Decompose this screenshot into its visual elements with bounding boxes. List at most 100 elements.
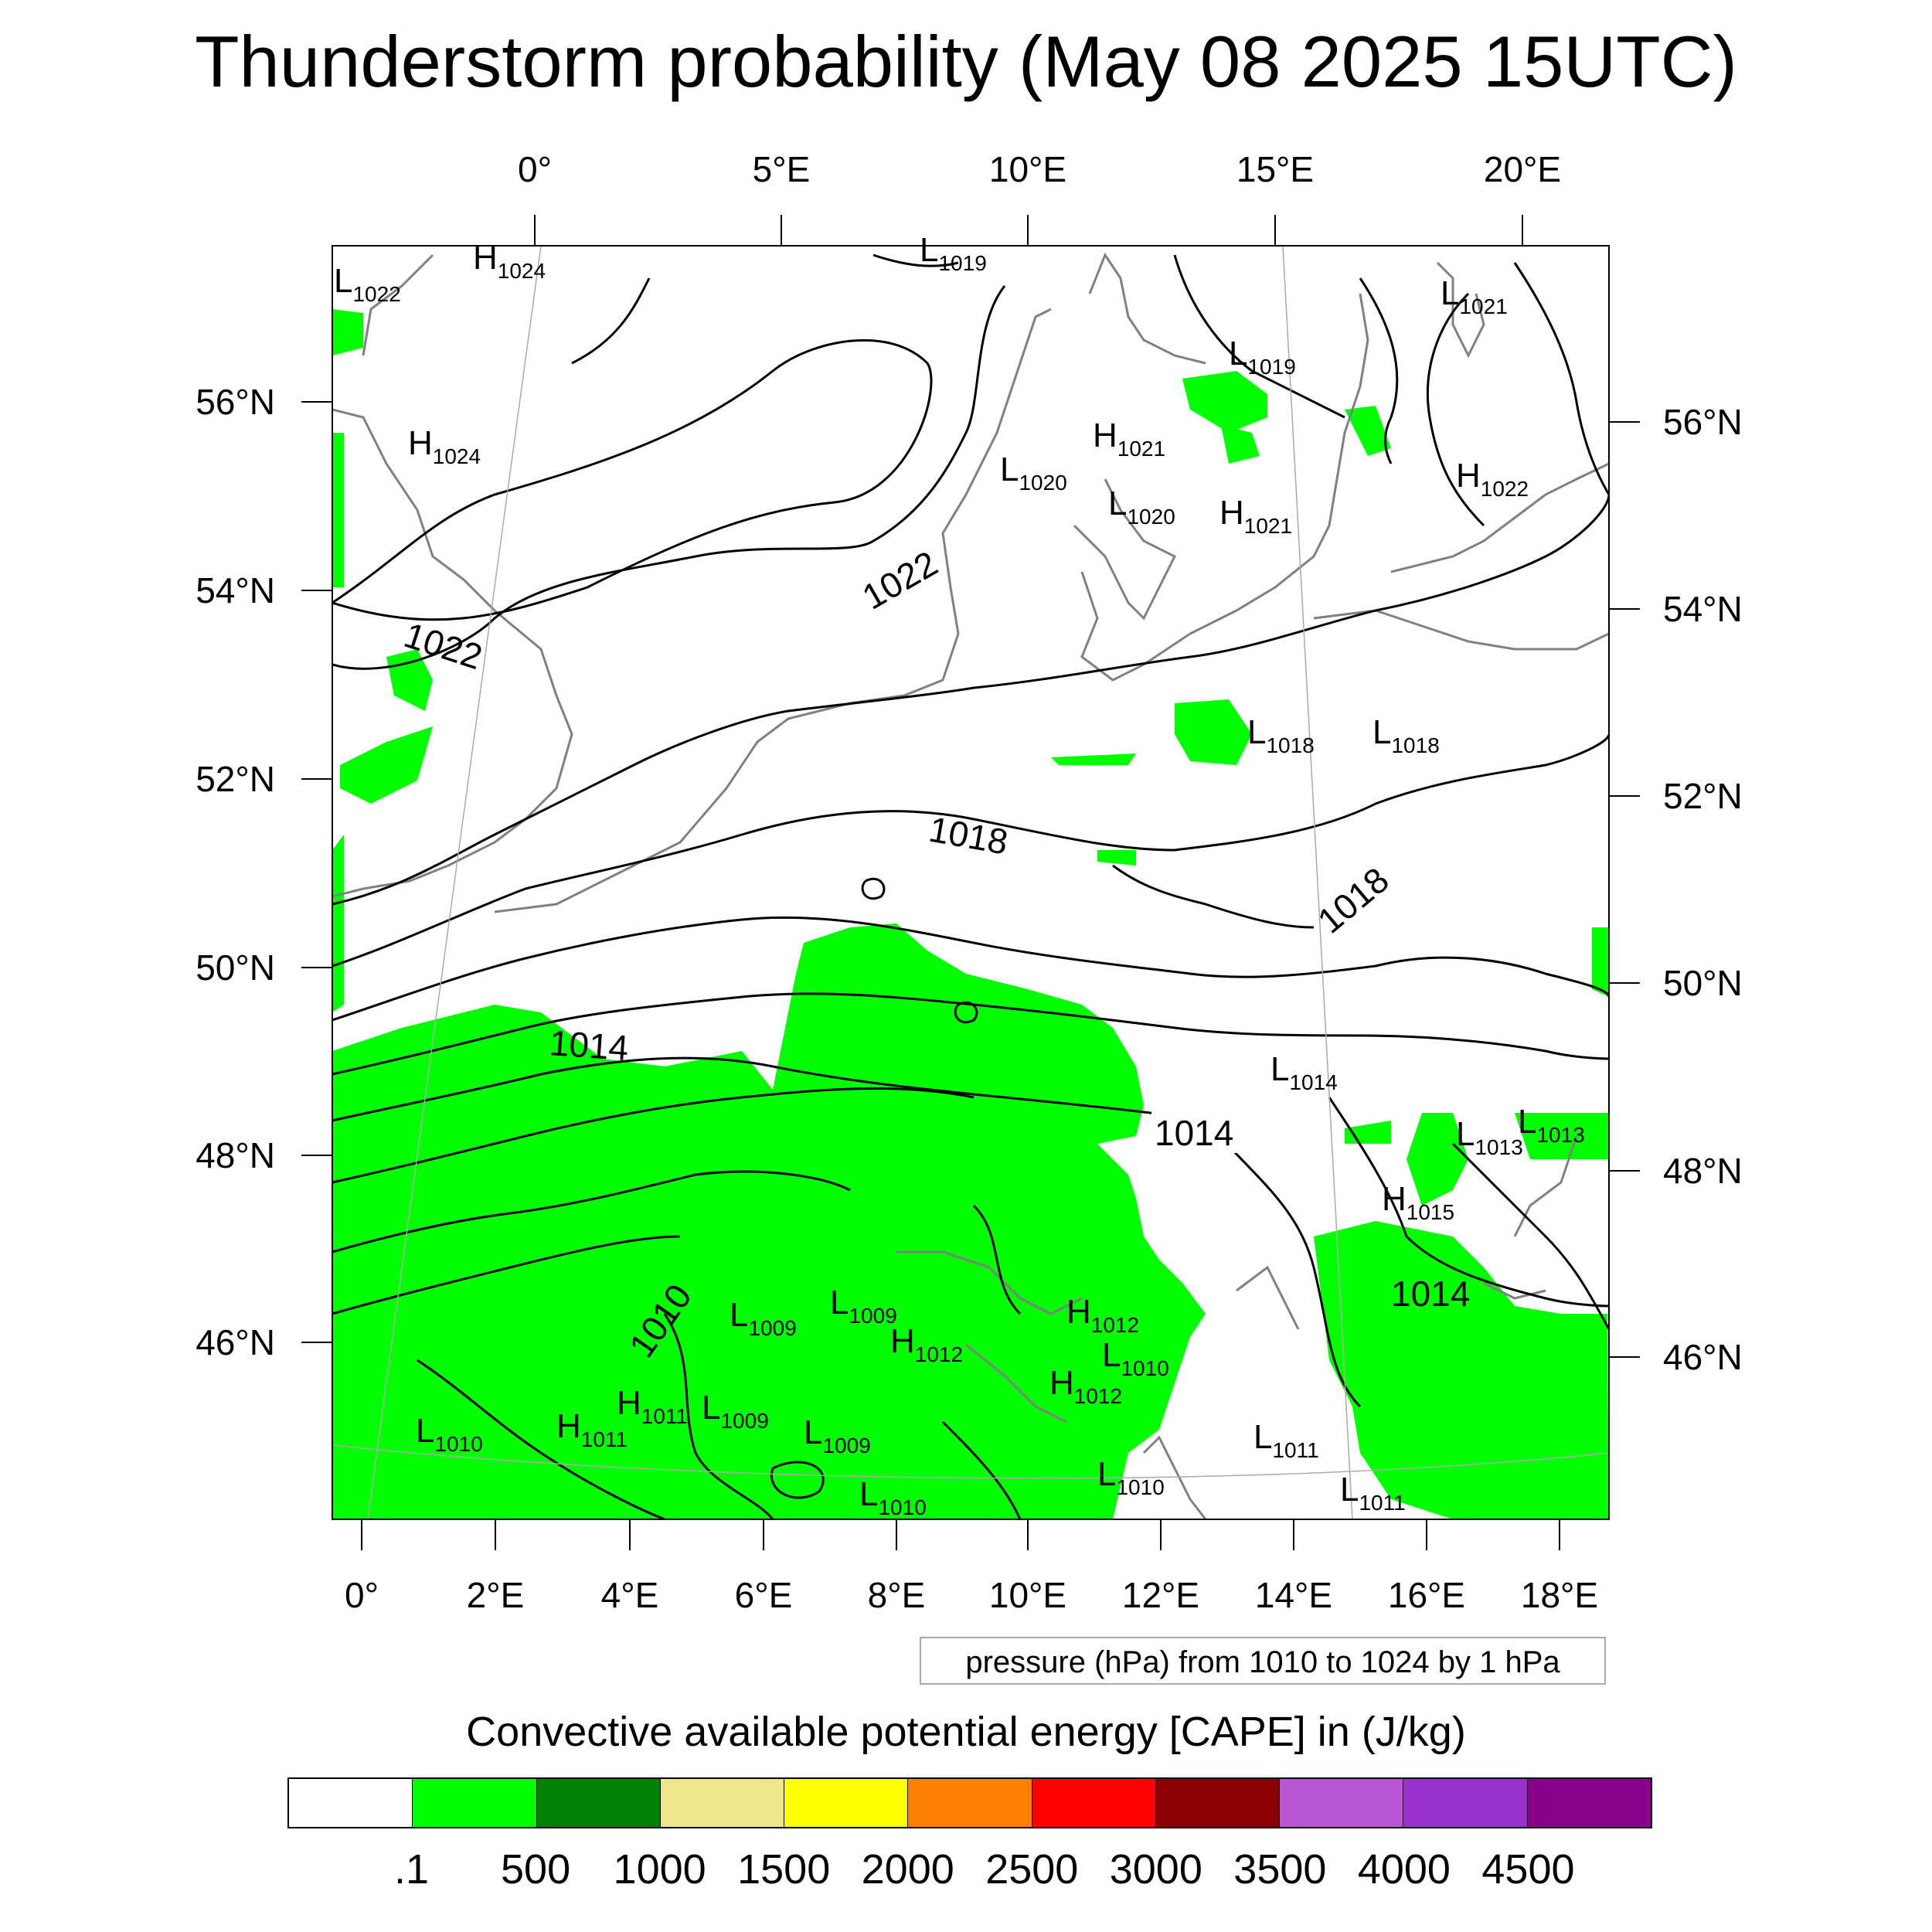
map-title: Thunderstorm probability (May 08 2025 15…	[195, 21, 1737, 102]
right-tick-label: 46°N	[1663, 1337, 1743, 1377]
isobar-label: 1014	[548, 1022, 630, 1068]
isobar-label: 1014	[1155, 1113, 1233, 1153]
bottom-tick-label: 0°	[345, 1575, 379, 1615]
colorbar-label: 3000	[1109, 1846, 1202, 1893]
colorbar-swatch	[1155, 1779, 1281, 1827]
bottom-axis: 0° 2°E 4°E 6°E 8°E 10°E 12°E 14°E 16°E 1…	[345, 1575, 1598, 1615]
colorbar-swatch	[1527, 1779, 1651, 1827]
low-pressure-marker: L1021	[1440, 274, 1508, 318]
high-pressure-marker: H1022	[1456, 457, 1529, 501]
left-axis: 56°N 54°N 52°N 50°N 48°N 46°N	[196, 382, 275, 1362]
isobar-label: 1018	[1310, 859, 1396, 941]
colorbar-label: 4500	[1481, 1846, 1575, 1893]
low-pressure-marker: L1018	[1372, 713, 1440, 757]
low-pressure-marker: L1019	[920, 231, 987, 275]
high-pressure-marker: H1012	[1066, 1293, 1139, 1337]
left-tick-label: 52°N	[196, 759, 275, 799]
colorbar-label: 4000	[1357, 1846, 1451, 1893]
colorbar-label: 3500	[1233, 1846, 1327, 1893]
left-tick-label: 54°N	[196, 570, 275, 611]
colorbar-label: 1000	[613, 1846, 706, 1893]
high-pressure-marker: H1021	[1219, 494, 1292, 538]
bottom-tick-label: 2°E	[467, 1575, 525, 1615]
bottom-tick-label: 18°E	[1521, 1575, 1598, 1615]
high-pressure-marker: H1012	[1049, 1364, 1122, 1408]
pressure-legend-note: pressure (hPa) from 1010 to 1024 by 1 hP…	[920, 1637, 1606, 1685]
low-pressure-marker: L1018	[1247, 713, 1315, 757]
bottom-tick-label: 10°E	[989, 1575, 1066, 1615]
colorbar-swatch	[413, 1779, 537, 1827]
bottom-tick-label: 6°E	[735, 1575, 793, 1615]
bottom-tick-label: 16°E	[1388, 1575, 1465, 1615]
colorbar-title: Convective available potential energy [C…	[466, 1709, 1466, 1755]
right-tick-label: 52°N	[1663, 776, 1743, 816]
right-tick-label: 56°N	[1663, 402, 1743, 442]
high-pressure-marker: H1011	[556, 1407, 628, 1451]
low-pressure-marker: L1020	[1108, 485, 1175, 529]
colorbar-swatch	[660, 1779, 785, 1827]
colorbar-label: 1500	[737, 1846, 831, 1893]
right-tick-label: 48°N	[1663, 1151, 1743, 1191]
top-tick-label: 0°	[518, 149, 552, 189]
bottom-tick-label: 14°E	[1255, 1575, 1332, 1615]
coastline	[332, 252, 1609, 1519]
right-tick-label: 50°N	[1663, 963, 1743, 1003]
low-pressure-marker: L1010	[1097, 1455, 1165, 1499]
pressure-systems: H1024 L1022 L1019 L1021 L1019 H1024 H1021 L1020…	[334, 231, 1585, 1519]
top-tick-label: 10°E	[989, 149, 1066, 189]
high-pressure-marker: H1021	[1093, 417, 1165, 461]
isobar-label: 1014	[1391, 1274, 1470, 1314]
colorbar-swatch	[1032, 1779, 1156, 1827]
low-pressure-marker: L1011	[1340, 1471, 1406, 1515]
low-pressure-marker: L1009	[702, 1389, 769, 1433]
left-tick-label: 56°N	[196, 382, 275, 422]
bottom-tick-label: 4°E	[601, 1575, 659, 1615]
low-pressure-marker: L1013	[1456, 1115, 1523, 1159]
isobar-label: 1022	[855, 543, 944, 617]
bottom-tick-label: 12°E	[1122, 1575, 1199, 1615]
low-pressure-marker: L1009	[830, 1284, 897, 1328]
graticule	[332, 246, 1609, 1519]
low-pressure-marker: L1014	[1270, 1050, 1338, 1094]
top-axis: 0° 5°E 10°E 15°E 20°E	[518, 149, 1561, 189]
left-tick-label: 48°N	[196, 1135, 275, 1175]
map-frame	[332, 245, 1610, 1520]
top-tick-label: 20°E	[1484, 149, 1561, 189]
right-axis: 56°N 54°N 52°N 50°N 48°N 46°N	[1663, 402, 1743, 1377]
top-tick-label: 15°E	[1236, 149, 1314, 189]
low-pressure-marker: L1010	[1102, 1336, 1169, 1380]
low-pressure-marker: L1009	[730, 1296, 797, 1340]
low-pressure-marker: L1013	[1518, 1103, 1585, 1147]
axis-ticks	[301, 215, 1640, 1550]
left-tick-label: 50°N	[196, 947, 275, 988]
low-pressure-marker: L1009	[804, 1413, 871, 1458]
colorbar-swatch	[1403, 1779, 1528, 1827]
colorbar-swatch	[908, 1779, 1032, 1827]
left-tick-label: 46°N	[196, 1322, 275, 1362]
isobar-label-bg	[1151, 1111, 1243, 1153]
low-pressure-marker: L1010	[859, 1475, 927, 1519]
colorbar-swatch	[536, 1779, 661, 1827]
top-tick-label: 5°E	[753, 149, 811, 189]
cape-area	[332, 309, 1609, 1519]
colorbar-label: 2000	[861, 1846, 954, 1893]
bottom-tick-label: 8°E	[868, 1575, 926, 1615]
colorbar-label: 500	[501, 1846, 571, 1893]
low-pressure-marker: L1019	[1229, 335, 1296, 379]
high-pressure-marker: H1011	[617, 1384, 688, 1428]
colorbar-swatch	[784, 1779, 909, 1827]
colorbar-swatch	[1280, 1779, 1404, 1827]
colorbar-swatch	[289, 1779, 413, 1827]
low-pressure-marker: L1011	[1253, 1418, 1319, 1462]
high-pressure-marker: H1015	[1382, 1180, 1454, 1224]
right-tick-label: 54°N	[1663, 589, 1743, 629]
isobars	[332, 253, 1609, 1519]
high-pressure-marker: H1024	[408, 424, 481, 468]
low-pressure-marker: L1020	[1000, 451, 1067, 495]
high-pressure-marker: H1012	[890, 1322, 963, 1366]
colorbar-label: 2500	[985, 1846, 1079, 1893]
colorbar-label: .1	[394, 1846, 430, 1893]
low-pressure-marker: L1022	[334, 262, 401, 306]
colorbar	[287, 1777, 1652, 1828]
